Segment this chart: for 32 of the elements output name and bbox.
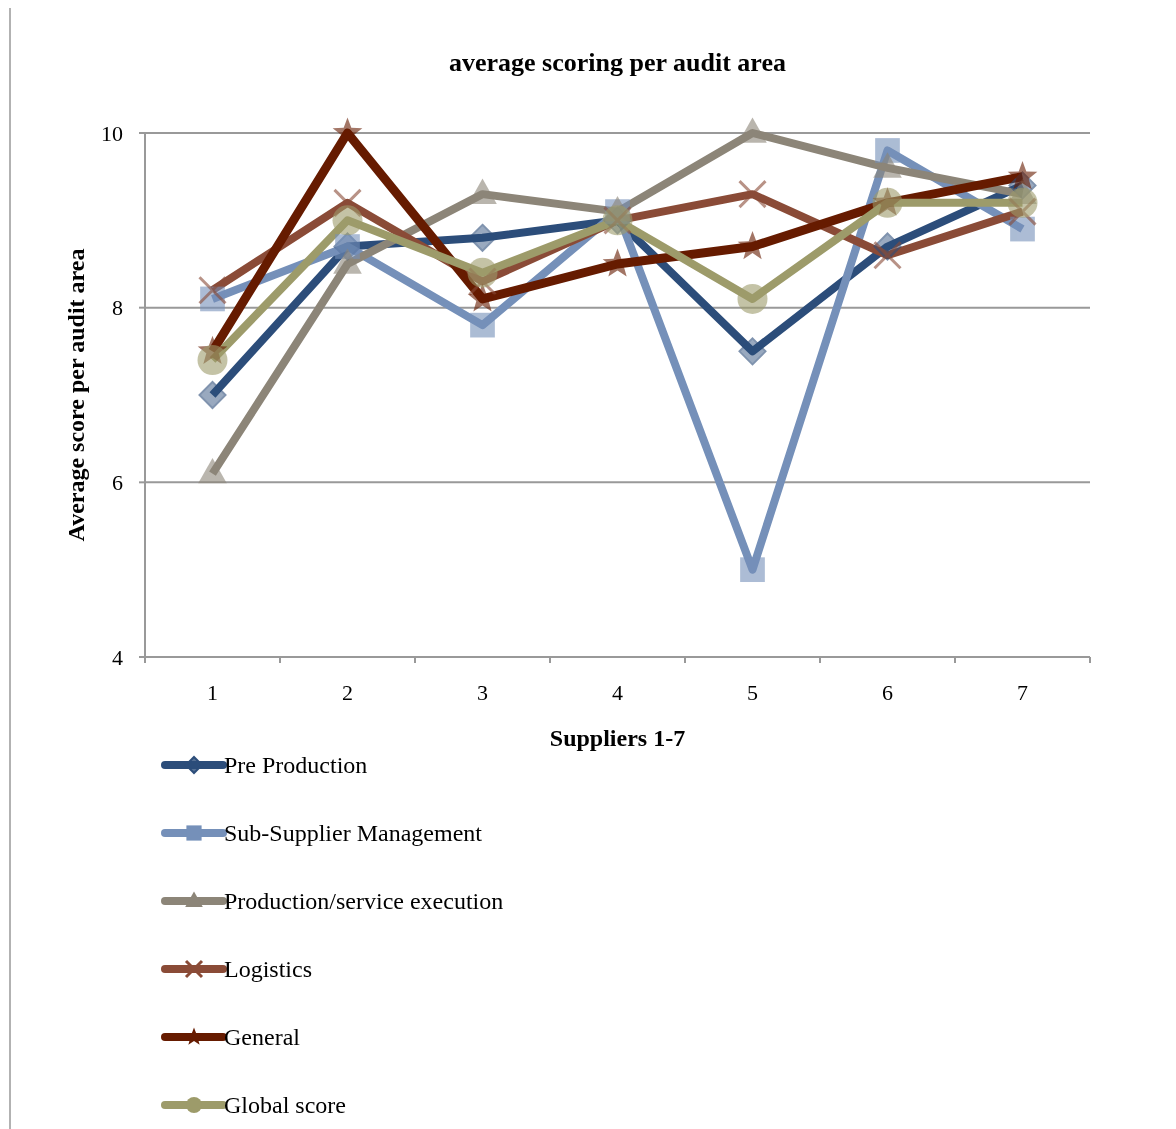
point [332,205,363,236]
point [875,138,900,163]
point [1007,187,1038,218]
legend-label: Sub-Supplier Management [224,820,483,847]
point [470,312,495,338]
point [740,557,765,583]
chart-title: average scoring per audit area [449,48,786,77]
legend-label: Logistics [224,956,312,983]
point [197,345,228,376]
x-tick-label: 5 [747,680,758,705]
point [467,257,498,288]
legend-label: General [224,1024,301,1051]
point [468,223,497,252]
y-axis-title: Average score per audit area [63,248,89,542]
x-tick-label: 6 [882,680,893,705]
x-tick-label: 2 [342,680,353,705]
y-tick-label: 8 [112,295,123,321]
x-tick-label: 3 [477,680,488,705]
point [198,381,227,409]
y-tick-label: 10 [101,120,123,146]
x-axis-title: Suppliers 1-7 [549,725,686,751]
y-tick-label: 6 [112,470,123,496]
point [738,337,767,366]
y-tick-label: 4 [112,644,123,670]
x-tick-label: 4 [612,680,623,705]
point [1007,161,1038,190]
legend-label: Production/service execution [224,888,504,915]
legend-label: Pre Production [224,752,368,779]
legend-label: Global score [224,1092,346,1119]
x-tick-label: 7 [1017,680,1028,705]
point [737,283,768,314]
x-tick-label: 1 [207,680,218,705]
